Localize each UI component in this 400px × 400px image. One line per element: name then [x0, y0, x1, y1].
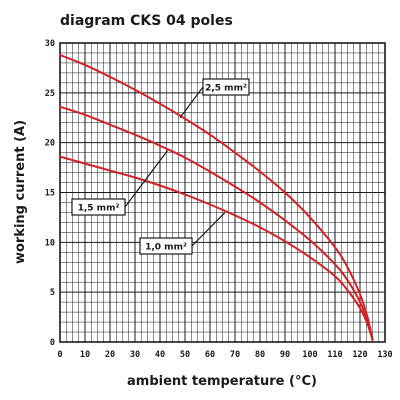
annotation-leader — [124, 150, 168, 208]
series-line — [59, 105, 374, 341]
annotation-box — [202, 78, 250, 96]
tick-labels: 0 10 20 30 40 50 60 70 80 90 100 110 120 130 0 5 10 15 20 2… — [45, 39, 393, 360]
series-lines — [59, 54, 374, 341]
x-tick-label: 20 — [105, 350, 115, 360]
plot-frame — [59, 42, 386, 343]
x-tick-label: 50 — [180, 350, 190, 360]
annotation-label: 1,0 mm² — [145, 243, 187, 253]
y-tick-label: 20 — [45, 139, 55, 149]
x-tick-label: 110 — [327, 350, 342, 360]
y-axis-label: working current (A) — [13, 120, 28, 264]
chart-title: diagram CKS 04 poles — [60, 13, 233, 29]
annotation-leader — [191, 212, 226, 247]
x-tick-label: 0 — [57, 350, 62, 360]
annotation-box — [139, 237, 193, 255]
series-line — [59, 54, 374, 341]
y-tick-label: 15 — [45, 189, 55, 199]
y-tick-label: 0 — [50, 338, 55, 348]
annotation-leader — [179, 86, 204, 119]
x-tick-label: 90 — [280, 350, 290, 360]
x-tick-label: 120 — [352, 350, 367, 360]
x-tick-label: 30 — [130, 350, 140, 360]
y-tick-label: 10 — [45, 238, 55, 248]
y-tick-label: 5 — [50, 288, 55, 298]
x-tick-label: 70 — [230, 350, 240, 360]
annotation-label: 2,5 mm² — [205, 84, 247, 94]
x-tick-label: 100 — [302, 350, 317, 360]
x-axis-label: ambient temperature (°C) — [127, 374, 317, 389]
grid — [59, 42, 386, 343]
x-tick-label: 60 — [205, 350, 215, 360]
x-tick-label: 130 — [377, 350, 392, 360]
x-tick-label: 80 — [255, 350, 265, 360]
annotation-label: 1,5 mm² — [78, 204, 120, 214]
annotations: 2,5 mm² 1,5 mm² 1,0 mm² — [71, 78, 250, 255]
series-line — [59, 155, 374, 341]
y-tick-label: 25 — [45, 89, 55, 99]
x-tick-label: 40 — [155, 350, 165, 360]
x-tick-label: 10 — [80, 350, 90, 360]
annotation-box — [71, 198, 126, 216]
y-tick-label: 30 — [45, 39, 55, 49]
